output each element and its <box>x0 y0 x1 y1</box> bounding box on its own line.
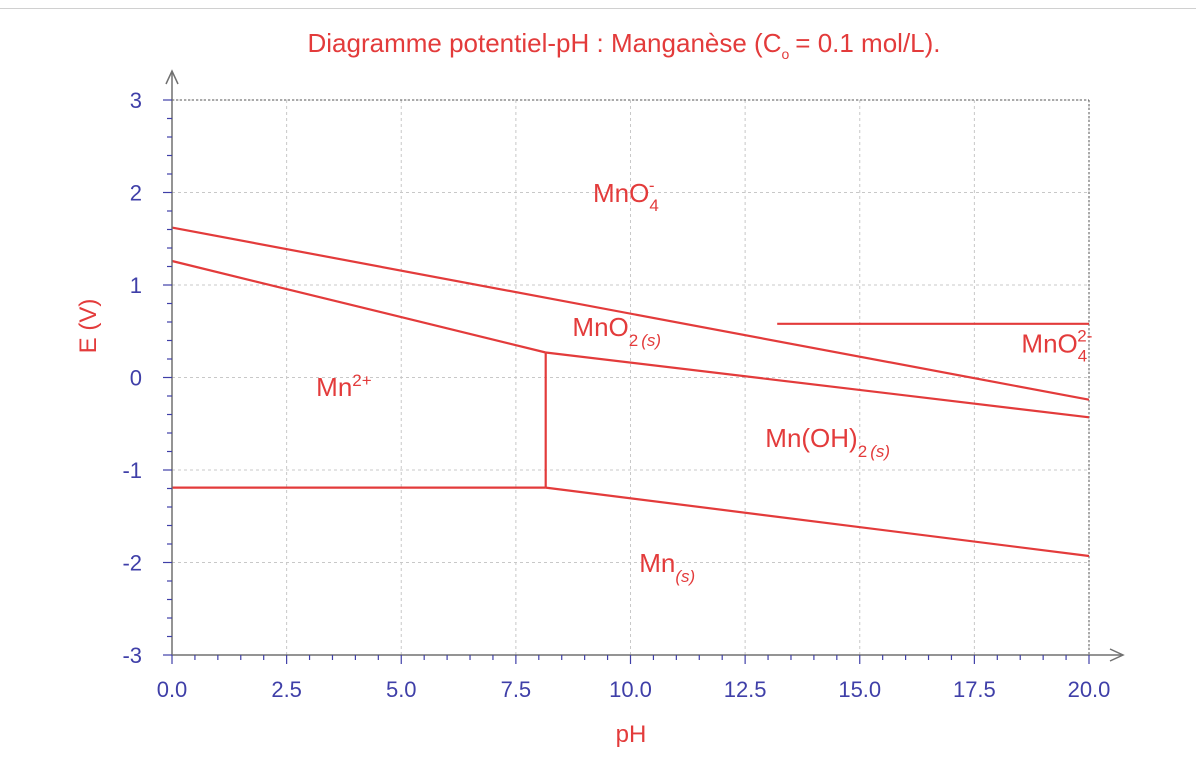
axes <box>163 69 1125 664</box>
x-tick-label: 5.0 <box>386 677 417 702</box>
x-tick-label: 20.0 <box>1068 677 1111 702</box>
x-axis-arrow <box>1109 648 1125 662</box>
y-tick-label: -3 <box>122 643 142 668</box>
region-label-mno4-2-: MnO42- <box>1021 327 1092 366</box>
boundary-lines <box>171 226 1090 558</box>
grid <box>172 99 1090 655</box>
region-label-mno2-s-: MnO2 (s) <box>572 312 661 350</box>
boundary-line <box>171 259 546 354</box>
tick-labels: 0.0 2.5 5.0 7.5 10.0 12.5 15.0 17.5 20.0 3 2 1 0 -1 -2… <box>122 88 1110 702</box>
y-tick-label: 1 <box>130 273 142 298</box>
x-tick-label: 15.0 <box>838 677 881 702</box>
region-label-mn-s-: Mn(s) <box>639 548 695 586</box>
x-tick-label: 10.0 <box>609 677 652 702</box>
x-tick-label: 12.5 <box>724 677 767 702</box>
region-label-mn2-: Mn2+ <box>316 371 372 402</box>
plot-frame <box>172 99 1090 655</box>
y-tick-label: -1 <box>122 458 142 483</box>
x-axis-label: pH <box>616 721 647 748</box>
region-label-mno4-: MnO4- <box>593 176 659 215</box>
region-label-mn-oh-2-s-: Mn(OH)2 (s) <box>765 423 890 461</box>
boundary-line <box>545 351 1090 419</box>
y-tick-label: 3 <box>130 88 142 113</box>
x-tick-label: 0.0 <box>157 677 188 702</box>
chart-title: Diagramme potentiel-pH : Manganèse (Co = … <box>307 28 940 62</box>
boundary-line <box>545 486 1090 558</box>
y-axis-arrow <box>165 69 179 85</box>
x-tick-label: 17.5 <box>953 677 996 702</box>
top-border <box>0 8 1196 9</box>
chart-title-sub: o <box>781 46 789 62</box>
x-tick-label: 2.5 <box>271 677 302 702</box>
y-tick-label: 2 <box>130 181 142 206</box>
y-tick-label: -2 <box>122 551 142 576</box>
chart-title-rest: = 0.1 mol/L). <box>795 28 940 58</box>
y-axis-label: E (V) <box>75 299 102 354</box>
chart-title-main: Diagramme potentiel-pH : Manganèse (C <box>307 28 781 58</box>
boundary-line <box>171 226 1090 401</box>
y-tick-label: 0 <box>130 366 142 391</box>
x-tick-label: 7.5 <box>501 677 532 702</box>
region-labels: MnO4- MnO2 (s) MnO42- Mn2+ Mn(OH)2 (s) Mn(s) <box>316 176 1092 586</box>
